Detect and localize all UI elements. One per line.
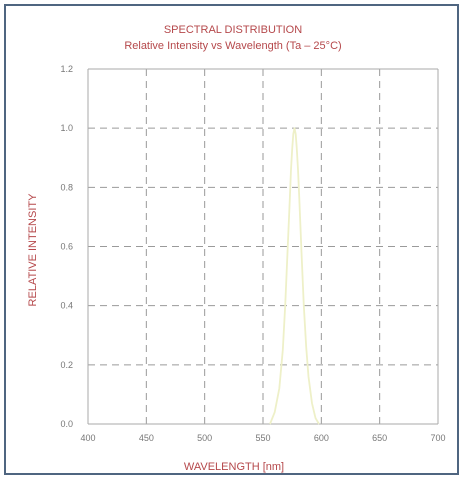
spectral-curve — [269, 127, 320, 425]
y-tick-labels: 0.0 0.2 0.4 0.6 0.8 1.0 1.2 — [60, 64, 73, 429]
y-tick-label: 0.0 — [60, 419, 73, 429]
x-tick-label: 650 — [372, 433, 387, 443]
x-tick-label: 400 — [80, 433, 95, 443]
y-tick-label: 1.2 — [60, 64, 73, 74]
chart-frame: SPECTRAL DISTRIBUTION Relative Intensity… — [4, 4, 459, 475]
x-axis-label: WAVELENGTH [nm] — [184, 461, 284, 473]
y-tick-label: 0.4 — [60, 301, 73, 311]
series-layer — [269, 127, 320, 425]
chart-subtitle: Relative Intensity vs Wavelength (Ta – 2… — [124, 40, 341, 52]
y-tick-label: 0.8 — [60, 182, 73, 192]
x-tick-label: 500 — [197, 433, 212, 443]
x-tick-labels: 400 450 500 550 600 650 700 — [80, 433, 445, 443]
x-tick-label: 600 — [314, 433, 329, 443]
grid-lines — [88, 69, 438, 424]
spectral-chart: SPECTRAL DISTRIBUTION Relative Intensity… — [27, 24, 446, 473]
x-tick-label: 450 — [139, 433, 154, 443]
chart-title: SPECTRAL DISTRIBUTION — [164, 24, 302, 36]
y-tick-label: 0.6 — [60, 242, 73, 252]
y-tick-label: 1.0 — [60, 123, 73, 133]
x-tick-label: 550 — [255, 433, 270, 443]
x-tick-label: 700 — [430, 433, 445, 443]
y-axis-label: RELATIVE INTENSITY — [27, 193, 39, 307]
y-tick-label: 0.2 — [60, 360, 73, 370]
axes — [87, 68, 439, 425]
